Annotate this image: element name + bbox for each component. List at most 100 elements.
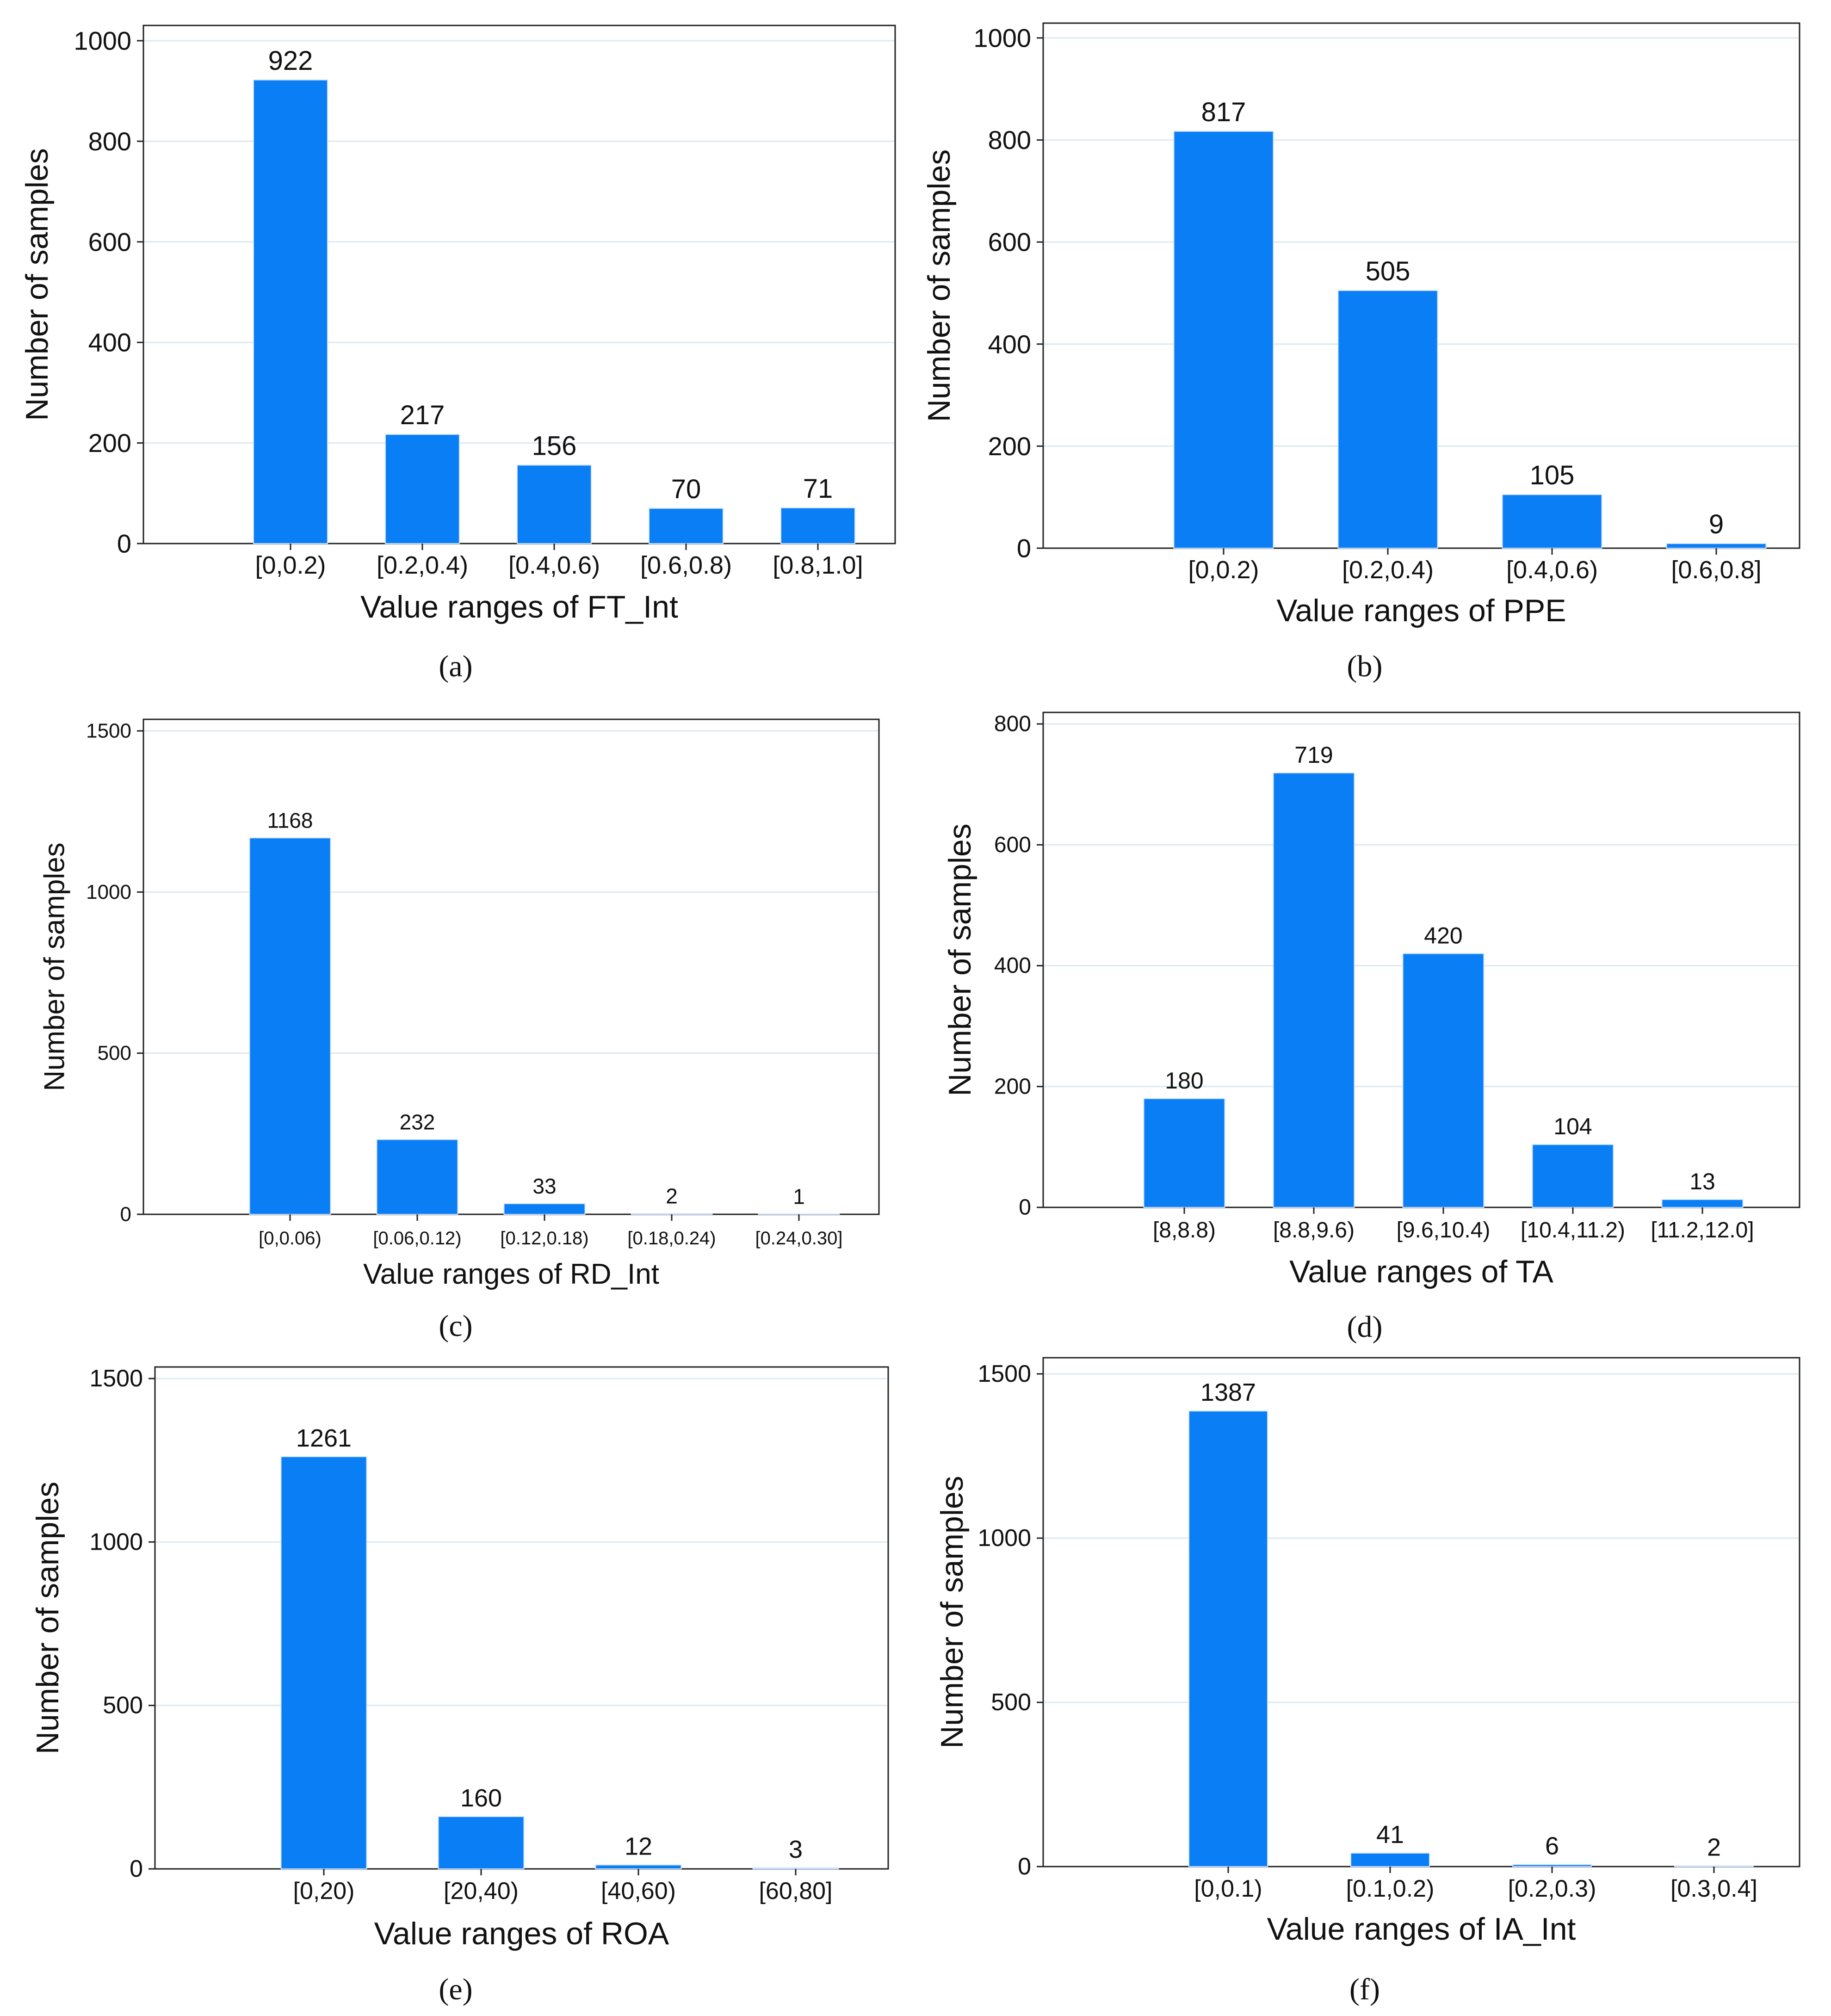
bar bbox=[1273, 772, 1355, 1208]
data-label: 33 bbox=[532, 1174, 556, 1198]
panel-label: (a) bbox=[439, 649, 472, 683]
plot-frame bbox=[154, 1366, 889, 1870]
bar bbox=[1661, 1199, 1744, 1208]
y-tick-label: 500 bbox=[98, 1042, 131, 1064]
y-axis-title: Number of samples bbox=[30, 1482, 65, 1755]
bar bbox=[1674, 1865, 1754, 1868]
x-tick-label: [0.3,0.4] bbox=[1670, 1875, 1757, 1902]
y-tick-label: 0 bbox=[117, 529, 131, 558]
data-label: 9 bbox=[1709, 509, 1724, 539]
y-tick-label: 800 bbox=[88, 127, 131, 156]
data-label: 420 bbox=[1424, 922, 1462, 948]
x-tick-label: [0.4,0.6) bbox=[1506, 556, 1598, 584]
x-tick-label: [0.24,0.30] bbox=[755, 1228, 842, 1249]
y-tick-label: 1000 bbox=[86, 881, 131, 903]
bar bbox=[1502, 494, 1602, 549]
data-label: 41 bbox=[1376, 1821, 1404, 1849]
y-tick-label: 500 bbox=[103, 1692, 143, 1719]
data-label: 12 bbox=[625, 1833, 652, 1861]
data-label: 232 bbox=[400, 1110, 435, 1134]
x-tick-label: [0.2,0.4) bbox=[1342, 556, 1434, 584]
x-tick-label: [0.12,0.18) bbox=[500, 1228, 588, 1249]
data-label: 719 bbox=[1294, 742, 1333, 768]
y-tick-label: 0 bbox=[1017, 534, 1031, 563]
data-label: 104 bbox=[1553, 1113, 1592, 1139]
data-label: 217 bbox=[400, 400, 445, 430]
y-tick-label: 1000 bbox=[89, 1528, 143, 1555]
data-label: 105 bbox=[1530, 460, 1575, 490]
data-label: 1387 bbox=[1200, 1379, 1256, 1406]
data-label: 505 bbox=[1366, 256, 1410, 286]
y-tick-label: 400 bbox=[994, 953, 1031, 978]
y-tick-label: 1500 bbox=[89, 1365, 143, 1392]
x-tick-label: [0,0.1) bbox=[1194, 1875, 1262, 1902]
x-tick-label: [0,0.2) bbox=[255, 551, 326, 579]
y-tick-label: 600 bbox=[994, 833, 1031, 857]
data-label: 70 bbox=[671, 474, 701, 504]
y-tick-label: 0 bbox=[1018, 1853, 1031, 1880]
panel-label: (e) bbox=[439, 1973, 472, 2006]
y-tick-label: 0 bbox=[120, 1203, 131, 1226]
y-tick-label: 1500 bbox=[86, 720, 131, 742]
data-label: 156 bbox=[532, 431, 577, 461]
y-axis-title: Number of samples bbox=[39, 842, 71, 1091]
bar bbox=[1337, 290, 1438, 549]
x-tick-label: [8,8.8) bbox=[1153, 1218, 1216, 1243]
x-axis-title: Value ranges of PPE bbox=[1276, 593, 1566, 628]
y-tick-label: 400 bbox=[988, 329, 1031, 359]
y-tick-label: 200 bbox=[988, 432, 1031, 461]
x-tick-label: [9.6,10.4) bbox=[1397, 1218, 1491, 1243]
x-tick-label: [60,80] bbox=[759, 1878, 832, 1905]
x-tick-label: [8.8,9.6) bbox=[1273, 1218, 1355, 1243]
y-axis-title: Number of samples bbox=[19, 148, 55, 421]
bar bbox=[1143, 1098, 1225, 1208]
y-tick-label: 1000 bbox=[74, 26, 131, 56]
bar bbox=[1173, 130, 1274, 549]
data-label: 6 bbox=[1545, 1832, 1559, 1860]
data-label: 2 bbox=[666, 1184, 678, 1208]
x-tick-label: [0.18,0.24) bbox=[627, 1228, 716, 1249]
data-label: 71 bbox=[803, 474, 833, 504]
bar bbox=[752, 1867, 839, 1869]
bar bbox=[1188, 1410, 1268, 1867]
y-tick-label: 0 bbox=[130, 1855, 143, 1882]
bar bbox=[1512, 1864, 1592, 1867]
x-tick-label: [0.6,0.8) bbox=[640, 551, 732, 579]
y-tick-label: 0 bbox=[1019, 1195, 1031, 1220]
data-label: 2 bbox=[1707, 1834, 1721, 1861]
y-tick-label: 500 bbox=[991, 1689, 1031, 1716]
bar bbox=[249, 837, 331, 1215]
y-axis-title: Number of samples bbox=[922, 149, 957, 422]
x-tick-label: [11.2,12.0] bbox=[1651, 1218, 1754, 1243]
data-label: 1261 bbox=[296, 1424, 352, 1452]
x-axis-title: Value ranges of RD_Int bbox=[363, 1258, 659, 1290]
x-tick-label: [0,0.2) bbox=[1188, 556, 1259, 584]
data-label: 160 bbox=[460, 1784, 502, 1812]
bar bbox=[280, 1456, 367, 1869]
bar bbox=[1402, 953, 1485, 1208]
x-axis-title: Value ranges of IA_Int bbox=[1267, 1911, 1576, 1947]
y-tick-label: 600 bbox=[88, 227, 131, 256]
y-tick-label: 1000 bbox=[977, 1525, 1031, 1552]
x-tick-label: [0.8,1.0] bbox=[773, 551, 863, 579]
data-label: 1168 bbox=[267, 808, 313, 832]
bar bbox=[649, 507, 724, 544]
chart-panel-5: 0 500 1000 1500 1261 [0,20) 160 [20,40) 12 [40,60… bbox=[30, 1365, 889, 2006]
x-tick-label: [0.2,0.4) bbox=[377, 551, 468, 579]
y-tick-label: 200 bbox=[994, 1074, 1031, 1099]
chart-panel-4: 0 200 400 600 800 180 [8,8.8) 719 [8.8,9.6) 420 [9… bbox=[942, 711, 1800, 1344]
x-tick-label: [10.4,11.2) bbox=[1521, 1218, 1625, 1243]
bar bbox=[503, 1203, 586, 1215]
x-tick-label: [0.2,0.3) bbox=[1508, 1875, 1596, 1902]
y-tick-label: 200 bbox=[88, 428, 131, 458]
data-label: 817 bbox=[1201, 97, 1246, 127]
plot-frame bbox=[1042, 1357, 1800, 1868]
bar bbox=[1532, 1144, 1614, 1208]
panel-label: (c) bbox=[439, 1309, 472, 1343]
x-tick-label: [0,0.06) bbox=[259, 1228, 322, 1249]
y-axis-title: Number of samples bbox=[942, 823, 977, 1096]
y-axis-title: Number of samples bbox=[934, 1476, 970, 1749]
x-tick-label: [0.4,0.6) bbox=[508, 551, 600, 579]
panel-label: (d) bbox=[1347, 1310, 1383, 1344]
x-tick-label: [0.6,0.8] bbox=[1671, 556, 1761, 584]
